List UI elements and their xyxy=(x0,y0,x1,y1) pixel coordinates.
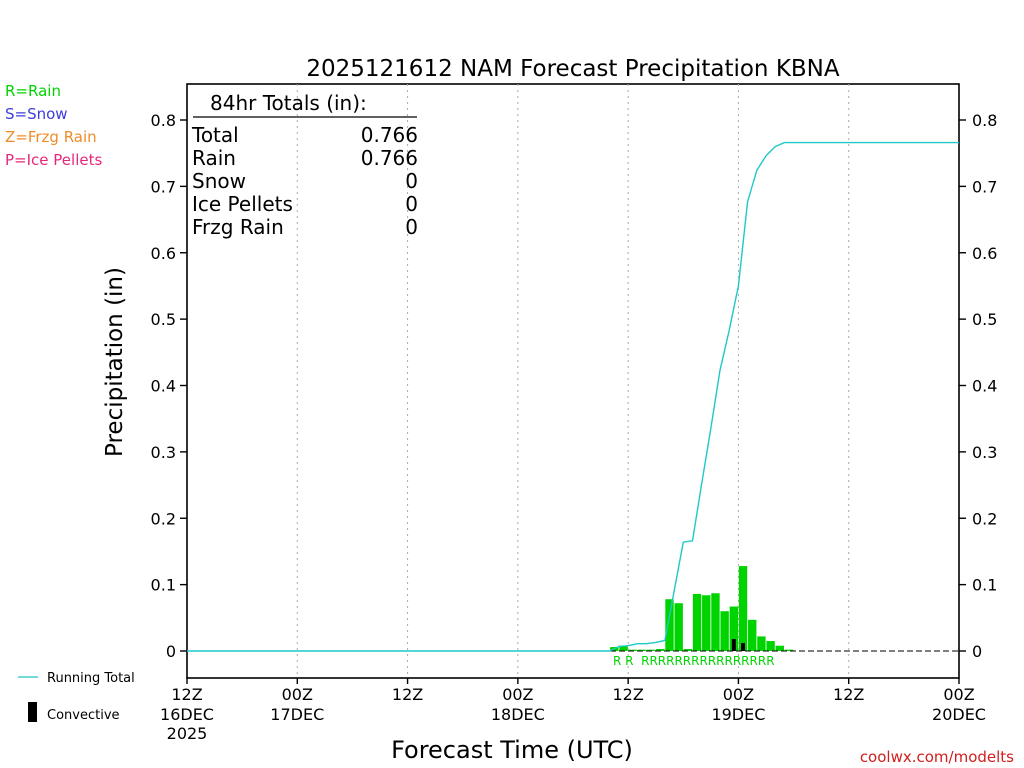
y-axis-label: Precipitation (in) xyxy=(102,267,128,457)
totals-row-label: Rain xyxy=(192,146,236,170)
series-legend: Running Total Convective xyxy=(18,671,135,723)
rain-bar xyxy=(683,649,693,651)
running-total-line xyxy=(187,141,959,652)
x-tick-label: 12Z xyxy=(833,685,864,704)
totals-header: 84hr Totals (in): xyxy=(210,91,367,115)
x-tick-label: 12Z xyxy=(392,685,423,704)
rain-bar xyxy=(757,636,766,651)
y-tick-label-right: 0.4 xyxy=(972,377,997,396)
totals-row-value: 0 xyxy=(405,169,418,193)
y-tick-label-right: 0.3 xyxy=(972,443,997,462)
x-axis-label: Forecast Time (UTC) xyxy=(391,736,633,764)
running-total-legend-label: Running Total xyxy=(47,671,135,686)
rain-bar xyxy=(720,611,729,651)
bars xyxy=(187,566,959,652)
running-total-series xyxy=(187,141,959,652)
rain-bar xyxy=(738,566,748,651)
totals-row-value: 0.766 xyxy=(361,146,418,170)
rain-bar xyxy=(628,649,637,651)
rain-bar xyxy=(656,649,665,651)
rain-bar xyxy=(619,645,628,651)
rain-bar xyxy=(665,599,674,651)
totals-row-value: 0.766 xyxy=(361,123,418,147)
rain-bar xyxy=(748,619,757,651)
y-tick-label-left: 0.3 xyxy=(151,443,176,462)
credit-text: coolwx.com/modelts xyxy=(860,748,1014,766)
y-tick-label-left: 0.1 xyxy=(151,576,176,595)
rain-bar xyxy=(766,641,775,651)
totals-row-label: Ice Pellets xyxy=(192,192,293,216)
rain-bar xyxy=(674,603,683,651)
x-tick-label: 00Z xyxy=(282,685,313,704)
ptype-legend-entry: S=Snow xyxy=(5,105,68,123)
x-tick-label: 00Z xyxy=(502,685,533,704)
ptype-labels: R R RRRRRRRRRRRRRRRR xyxy=(613,654,775,668)
ptype-legend-entry: P=Ice Pellets xyxy=(5,151,102,169)
rain-bar xyxy=(692,593,702,651)
rain-bar xyxy=(784,649,794,651)
rain-bar xyxy=(646,649,656,651)
plot-frame xyxy=(186,83,960,679)
ptype-legend-entry: Z=Frzg Rain xyxy=(5,128,97,146)
chart-title: 2025121612 NAM Forecast Precipitation KB… xyxy=(306,56,840,82)
x-tick-label: 00Z xyxy=(943,685,974,704)
rain-bar xyxy=(637,649,647,651)
y-tick-label-left: 0.6 xyxy=(151,244,176,263)
x-tick-date-label: 19DEC xyxy=(711,705,765,724)
axes: 0 00.1 0.10.2 0.20.3 0.30.4 0.40.5 0.50.6 0.60.… xyxy=(151,111,998,743)
y-tick-label-right: 0 xyxy=(972,642,982,661)
grid-lines xyxy=(296,84,850,678)
y-tick-label-right: 0.6 xyxy=(972,244,997,263)
convective-legend-swatch xyxy=(28,702,37,722)
convective-bar xyxy=(741,643,746,651)
x-tick-label: 12Z xyxy=(612,685,643,704)
y-tick-label-left: 0.5 xyxy=(151,310,176,329)
totals-row-label: Snow xyxy=(192,169,246,193)
y-tick-label-right: 0.2 xyxy=(972,509,997,528)
y-tick-label-left: 0.2 xyxy=(151,509,176,528)
x-tick-label: 12Z xyxy=(171,685,202,704)
y-tick-label-left: 0 xyxy=(166,642,176,661)
x-tick-date-label: 16DEC xyxy=(160,705,214,724)
y-tick-label-right: 0.1 xyxy=(972,576,997,595)
y-tick-label-right: 0.7 xyxy=(972,177,997,196)
y-tick-label-right: 0.8 xyxy=(972,111,997,130)
rain-bar xyxy=(729,606,739,651)
convective-legend-label: Convective xyxy=(47,708,120,723)
y-tick-label-left: 0.4 xyxy=(151,377,176,396)
rain-bar xyxy=(702,595,711,651)
ptype-legend: R=Rain S=Snow Z=Frzg Rain P=Ice Pellets xyxy=(5,82,102,169)
ptype-legend-entry: R=Rain xyxy=(5,82,61,100)
convective-bar xyxy=(731,639,736,651)
rain-bar xyxy=(775,645,784,651)
totals-row-label: Total xyxy=(191,123,239,147)
totals-row-label: Frzg Rain xyxy=(192,215,284,239)
x-tick-date-label: 17DEC xyxy=(270,705,324,724)
x-tick-label: 00Z xyxy=(723,685,754,704)
totals-box: 84hr Totals (in): Total 0.766 Rain 0.766 Sno… xyxy=(191,91,418,239)
y-tick-label-left: 0.8 xyxy=(151,111,176,130)
totals-row-value: 0 xyxy=(405,192,418,216)
totals-row-value: 0 xyxy=(405,215,418,239)
y-tick-label-right: 0.5 xyxy=(972,310,997,329)
x-tick-date-label: 20DEC xyxy=(932,705,986,724)
x-tick-year-label: 2025 xyxy=(167,724,208,743)
y-tick-label-left: 0.7 xyxy=(151,177,176,196)
rain-bar xyxy=(711,593,720,651)
x-tick-date-label: 18DEC xyxy=(491,705,545,724)
